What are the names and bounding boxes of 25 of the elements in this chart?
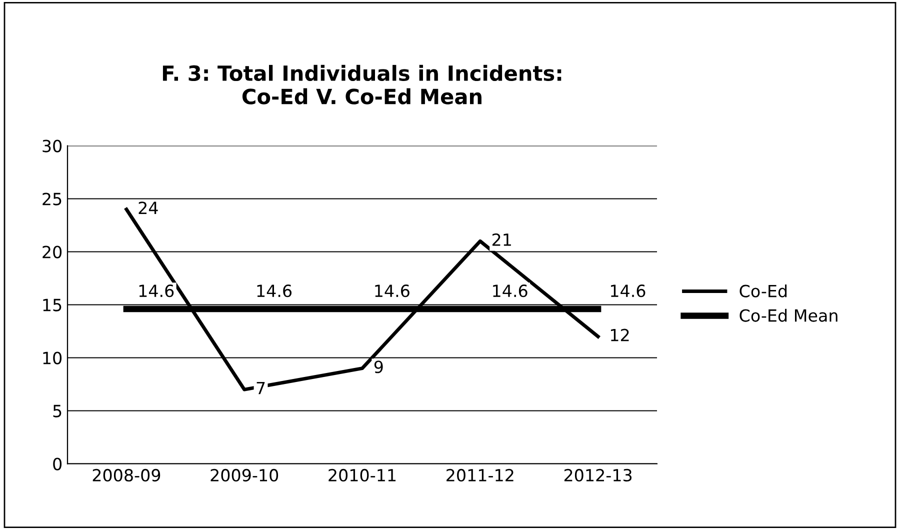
y-tick-label: 0 (53, 458, 62, 470)
y-tick-label: 10 (43, 352, 62, 364)
y-tick-label: 25 (42, 192, 62, 206)
data-label: 14.6 (493, 284, 528, 298)
data-label: 14.6 (139, 284, 174, 298)
x-tick-label: 2011-12 (446, 468, 514, 482)
chart-title: F. 3: Total Individuals in Incidents: Co-Ed V. Co-Ed Mean (162, 64, 562, 104)
data-label: 24 (138, 202, 158, 214)
data-label: 21 (492, 233, 511, 246)
data-label: 14.6 (257, 284, 292, 298)
data-label: 14.6 (610, 284, 646, 298)
x-tick-label: 2009-10 (210, 468, 278, 482)
y-tick-label: 5 (53, 404, 62, 418)
legend-label: Co-Ed (740, 284, 787, 298)
data-label: 9 (374, 360, 383, 374)
data-label: 7 (256, 382, 265, 394)
y-tick-label: 20 (42, 246, 62, 258)
x-tick-label: 2008-09 (92, 468, 160, 482)
legend-label: Co-Ed Mean (740, 308, 838, 322)
data-label: 14.6 (375, 284, 410, 298)
x-tick-label: 2010-11 (328, 468, 396, 482)
data-label: 12 (610, 328, 629, 342)
y-tick-label: 15 (43, 298, 62, 312)
x-tick-label: 2012-13 (564, 468, 632, 482)
y-tick-label: 30 (42, 140, 62, 152)
